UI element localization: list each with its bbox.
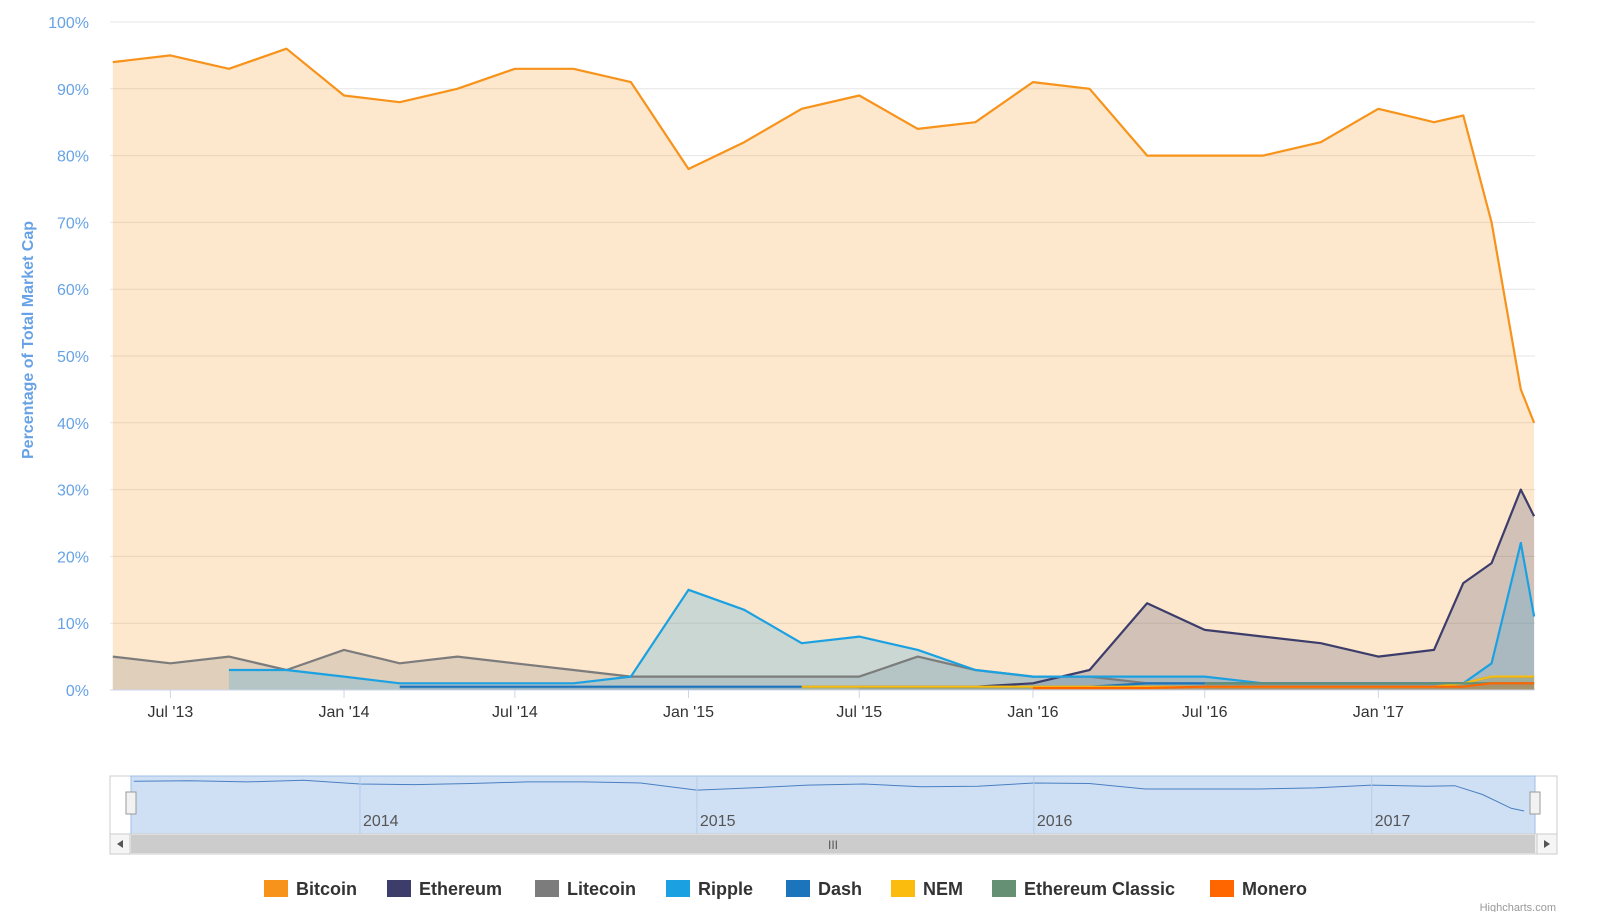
area-bitcoin: [112, 48, 1535, 690]
legend-swatch: [1210, 880, 1234, 897]
gridlines: [110, 21, 1535, 691]
y-tick-label: 40%: [57, 416, 89, 433]
y-tick-label: 100%: [48, 15, 89, 32]
legend-item-ethereum-classic[interactable]: Ethereum Classic: [992, 879, 1175, 899]
legend-label: Litecoin: [567, 879, 636, 899]
navigator-ticks: 2014 2015 2016 2017: [359, 776, 1411, 834]
navigator-tick-label: 2015: [700, 813, 736, 830]
area-ethereum: [859, 489, 1535, 690]
x-tick-label: Jul '16: [1182, 704, 1228, 721]
legend-item-nem[interactable]: NEM: [891, 879, 963, 899]
legend: Bitcoin Ethereum Litecoin Ripple Dash NEM Ethe…: [264, 879, 1307, 899]
navigator-handle-left[interactable]: [125, 791, 137, 815]
y-tick-label: 0%: [66, 683, 89, 700]
legend-item-monero[interactable]: Monero: [1210, 879, 1307, 899]
scrollbar-grip-icon: III: [828, 838, 838, 852]
legend-swatch: [264, 880, 288, 897]
x-axis-ticks: Jul '13 Jan '14 Jul '14 Jan '15 Jul '15 Jan '…: [148, 690, 1404, 721]
scrollbar[interactable]: III: [109, 833, 1558, 855]
line-bitcoin[interactable]: [112, 47, 1536, 424]
y-axis-ticks: 0% 10% 20% 30% 40% 50% 60% 70% 80% 90% 100%: [48, 15, 89, 700]
x-tick-label: Jan '14: [318, 704, 369, 721]
x-tick-label: Jan '17: [1353, 704, 1404, 721]
y-tick-label: 90%: [57, 82, 89, 99]
x-tick-label: Jul '13: [148, 704, 194, 721]
line-monero[interactable]: [1032, 682, 1535, 690]
y-tick-label: 80%: [57, 149, 89, 166]
legend-label: Dash: [818, 879, 862, 899]
legend-item-ripple[interactable]: Ripple: [666, 879, 753, 899]
arrow-right-icon: [1544, 840, 1550, 848]
area-litecoin: [112, 649, 1535, 690]
legend-swatch: [387, 880, 411, 897]
line-ethereum[interactable]: [859, 488, 1536, 688]
y-tick-label: 70%: [57, 215, 89, 232]
legend-label: NEM: [923, 879, 963, 899]
legend-swatch: [786, 880, 810, 897]
legend-swatch: [535, 880, 559, 897]
legend-swatch: [891, 880, 915, 897]
x-tick-label: Jul '15: [836, 704, 882, 721]
scrollbar-thumb[interactable]: [131, 835, 1535, 853]
legend-item-litecoin[interactable]: Litecoin: [535, 879, 636, 899]
y-tick-label: 20%: [57, 549, 89, 566]
y-axis-label: Percentage of Total Market Cap: [20, 221, 37, 459]
navigator-tick-label: 2017: [1375, 813, 1411, 830]
navigator-tick-label: 2016: [1037, 813, 1073, 830]
legend-item-dash[interactable]: Dash: [786, 879, 862, 899]
credits[interactable]: Highcharts.com: [1480, 902, 1556, 912]
navigator-tick-label: 2014: [363, 813, 399, 830]
legend-label: Ripple: [698, 879, 753, 899]
legend-item-ethereum[interactable]: Ethereum: [387, 879, 502, 899]
series-areas: [112, 48, 1535, 690]
arrow-left-icon: [117, 840, 123, 848]
legend-swatch: [666, 880, 690, 897]
legend-swatch: [992, 880, 1016, 897]
area-ripple: [228, 543, 1535, 690]
y-tick-label: 60%: [57, 282, 89, 299]
y-tick-label: 30%: [57, 483, 89, 500]
series-lines: [112, 47, 1536, 690]
navigator-line: [133, 779, 1525, 812]
legend-label: Ethereum: [419, 879, 502, 899]
x-tick-label: Jul '14: [492, 704, 538, 721]
legend-label: Ethereum Classic: [1024, 879, 1175, 899]
legend-item-bitcoin[interactable]: Bitcoin: [264, 879, 357, 899]
legend-label: Bitcoin: [296, 879, 357, 899]
navigator[interactable]: 2014 2015 2016 2017: [109, 775, 1558, 835]
x-tick-label: Jan '16: [1007, 704, 1058, 721]
legend-label: Monero: [1242, 879, 1307, 899]
y-tick-label: 10%: [57, 616, 89, 633]
y-tick-label: 50%: [57, 349, 89, 366]
navigator-handle-right[interactable]: [1529, 791, 1541, 815]
x-tick-label: Jan '15: [663, 704, 714, 721]
